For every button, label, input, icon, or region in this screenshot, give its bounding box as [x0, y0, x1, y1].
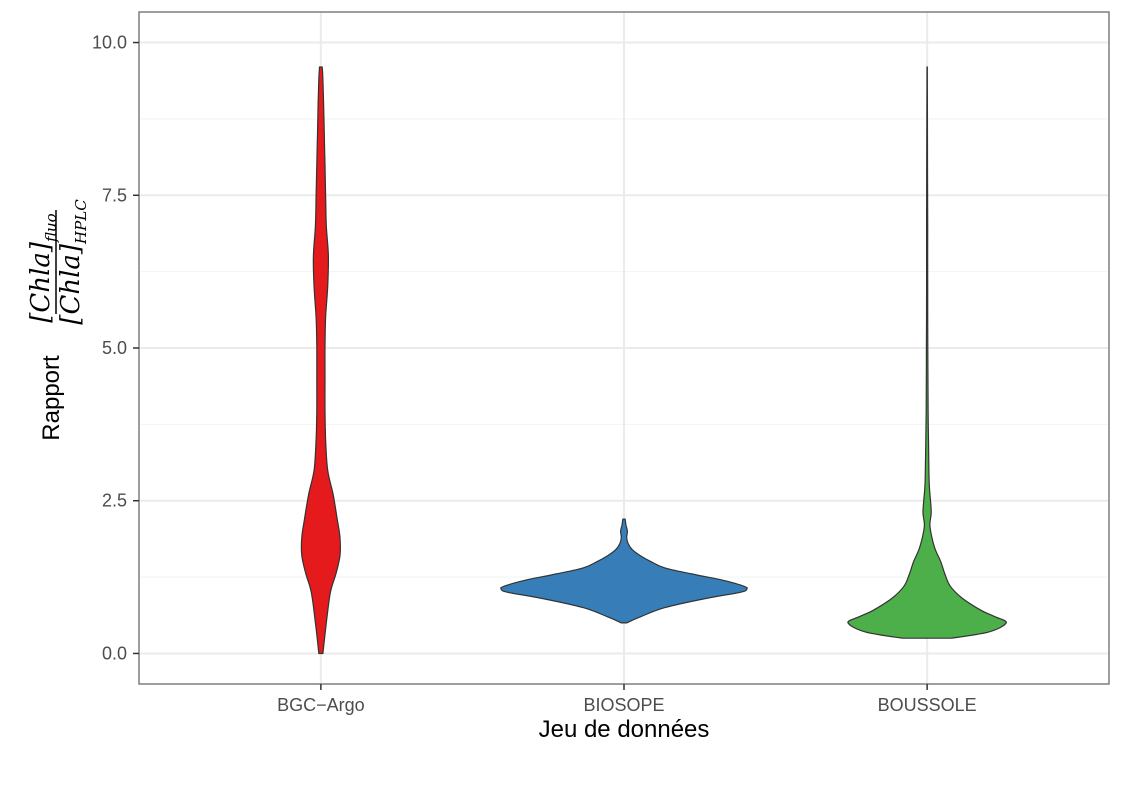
y-tick-label: 2.5 [102, 491, 127, 511]
y-axis-title: Rapport [Chla]fluo [Chla]HPLC [26, 199, 90, 441]
y-tick-label: 10.0 [92, 33, 127, 53]
x-axis-title: Jeu de données [539, 716, 710, 743]
y-tick-label: 7.5 [102, 185, 127, 205]
y-axis-title-prefix: Rapport [38, 355, 65, 441]
fraction-numerator: [Chla]fluo [26, 213, 60, 322]
x-tick-label: BIOSOPE [583, 695, 664, 715]
y-tick-label: 5.0 [102, 338, 127, 358]
fraction-numerator-sub: fluo [42, 213, 60, 243]
violin [300, 66, 342, 655]
y-axis-title-fraction: [Chla]fluo [Chla]HPLC [26, 199, 90, 325]
violins [300, 66, 1007, 655]
x-tick-label: BOUSSOLE [878, 695, 977, 715]
y-tick-label: 0.0 [102, 643, 127, 663]
violin [500, 518, 748, 624]
violin [847, 66, 1007, 639]
x-axis: BGC−Argo BIOSOPE BOUSSOLE [277, 684, 977, 715]
fraction-denominator: [Chla]HPLC [56, 199, 90, 325]
x-tick-label: BGC−Argo [277, 695, 365, 715]
y-axis: 0.0 2.5 5.0 7.5 10.0 [92, 33, 139, 663]
fraction-denominator-sub: HPLC [72, 199, 90, 245]
